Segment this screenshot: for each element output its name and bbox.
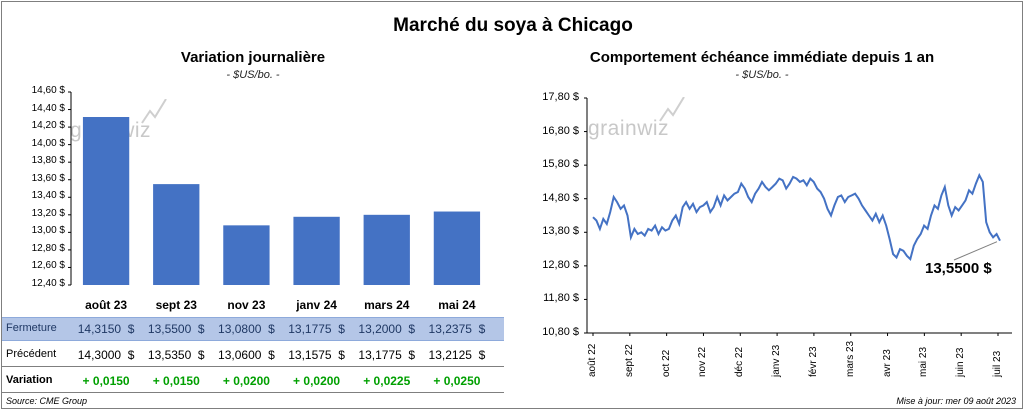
line-x-tick-label: avr 23 <box>881 349 893 377</box>
line-y-tick-label: 17,80 $ <box>542 91 579 103</box>
line-y-tick-label: 11,80 $ <box>543 292 579 305</box>
bar-y-tick-label: 14,60 $ <box>31 85 65 96</box>
bar-y-tick-label: 13,40 $ <box>31 190 65 202</box>
bar-y-tick-label: 13,60 $ <box>31 172 65 184</box>
line-series <box>592 172 1001 262</box>
line-x-tick-label: mars 23 <box>844 340 856 377</box>
variation-cell: + 0,0150 <box>82 374 130 388</box>
table-row-variation: Variation + 0,0150 + 0,0150 + 0,0200 + 0,02… <box>2 370 504 393</box>
bar-1 <box>153 184 200 285</box>
footer-source: Source: CME Group <box>6 396 88 406</box>
right-watermark: grainwiz <box>588 97 685 141</box>
table-row-fermeture: Fermeture 14,3150 $ 13,5500 $ 13,0800 $ 13,… <box>2 317 504 341</box>
left-chart-title: Variation journalière <box>180 49 326 66</box>
fermeture-cell: 13,0800 $ <box>218 322 275 336</box>
bar-2 <box>223 225 270 285</box>
precedent-cell: 13,1775 $ <box>358 348 416 362</box>
left-watermark: grainwiz <box>70 99 167 143</box>
fermeture-cell: 13,2000 $ <box>358 322 416 336</box>
line-x-tick-label: févr 23 <box>807 346 819 377</box>
row-label-precedent: Précédent <box>6 348 57 360</box>
line-y-tick-label: 15,80 $ <box>542 158 579 171</box>
right-chart-unit: - $US/bo. - <box>735 69 789 81</box>
line-x-tick-label: nov 22 <box>697 346 709 377</box>
bar-category-label: nov 23 <box>227 298 266 312</box>
variation-cell: + 0,0200 <box>222 374 270 388</box>
line-x-tick-label: janv 23 <box>771 344 783 377</box>
bar-y-tick-label: 13,20 $ <box>31 207 65 219</box>
watermark-mark-icon <box>659 97 685 122</box>
fermeture-cell: 13,5500 $ <box>147 322 205 336</box>
row-label-fermeture: Fermeture <box>6 322 57 334</box>
line-y-tick-label: 12,80 $ <box>542 258 579 271</box>
watermark-text: grainwiz <box>588 117 670 140</box>
variation-cell: + 0,0225 <box>363 374 411 388</box>
bar-y-tick-label: 14,00 $ <box>31 137 65 149</box>
bar-y-tick-label: 12,80 $ <box>31 242 65 254</box>
row-label-variation: Variation <box>6 374 53 386</box>
line-y-tick-label: 10,80 $ <box>542 326 579 338</box>
right-chart-title: Comportement échéance immédiate depuis 1… <box>589 49 935 66</box>
bar-y-tick-label: 13,00 $ <box>31 225 65 237</box>
precedent-cell: 13,2125 $ <box>428 348 486 362</box>
left-chart-unit: - $US/bo. - <box>226 69 280 81</box>
bar-y-tick-label: 12,60 $ <box>31 260 65 272</box>
fermeture-cell: 14,3150 $ <box>77 322 135 336</box>
bar-5 <box>433 211 481 285</box>
callout-leader-line <box>953 241 998 261</box>
precedent-cell: 14,3000 $ <box>77 348 135 362</box>
fermeture-cell: 13,2375 $ <box>428 322 486 336</box>
bar-y-tick-label: 12,40 $ <box>31 278 65 289</box>
line-y-tick-label: 13,80 $ <box>542 225 579 238</box>
line-y-tick-label: 14,80 $ <box>542 191 579 204</box>
bar-y-tick-label: 14,20 $ <box>31 120 65 132</box>
precedent-cell: 13,5350 $ <box>147 348 205 362</box>
table-row-precedent: Précédent 14,3000 $ 13,5350 $ 13,0600 $ 13,… <box>2 344 504 367</box>
line-x-tick-label: déc 22 <box>734 346 746 377</box>
footer-updated: Mise à jour: mer 09 août 2023 <box>896 396 1016 406</box>
bar-category-label: août 23 <box>85 298 128 312</box>
bar-category-label: sept 23 <box>155 298 197 312</box>
line-x-tick-label: juil 23 <box>992 350 1003 377</box>
line-y-tick-label: 16,80 $ <box>542 124 579 137</box>
bar-3 <box>293 216 340 285</box>
variation-cell: + 0,0150 <box>152 374 200 388</box>
variation-cell: + 0,0200 <box>293 374 341 388</box>
watermark-mark-icon <box>141 99 167 124</box>
bar-y-tick-label: 14,40 $ <box>31 102 65 114</box>
line-x-tick-label: mai 23 <box>918 346 930 377</box>
line-x-tick-label: juin 23 <box>955 347 967 377</box>
bar-4 <box>363 214 410 285</box>
bar-y-tick-label: 13,80 $ <box>31 155 65 167</box>
main-title: Marché du soya à Chicago <box>393 15 633 36</box>
line-x-tick-label: sept 22 <box>623 344 635 377</box>
watermark-text: grainwiz <box>70 119 152 142</box>
precedent-cell: 13,1575 $ <box>288 348 345 362</box>
line-x-tick-label: oct 22 <box>660 349 672 377</box>
precedent-cell: 13,0600 $ <box>218 348 275 362</box>
bar-category-label: janv 24 <box>296 298 337 312</box>
bar-category-label: mai 24 <box>438 298 476 312</box>
line-x-tick-label: août 22 <box>587 343 598 377</box>
variation-cell: + 0,0250 <box>433 374 481 388</box>
fermeture-cell: 13,1775 $ <box>288 322 345 336</box>
bar-category-label: mars 24 <box>364 298 410 312</box>
last-value-callout: 13,5500 $ <box>925 260 992 277</box>
